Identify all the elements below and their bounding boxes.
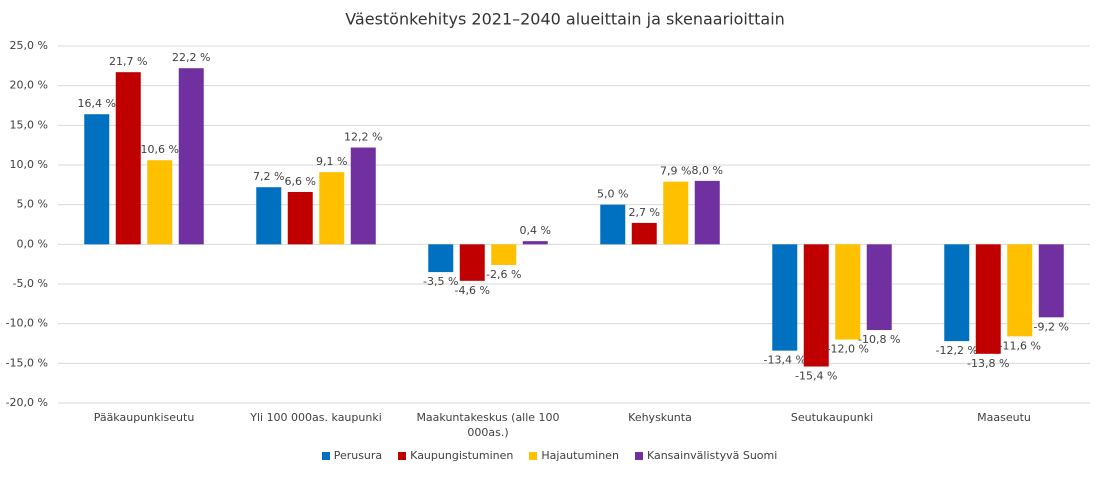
bar — [694, 180, 720, 245]
data-label: 7,2 % — [253, 170, 284, 183]
data-label: 16,4 % — [78, 97, 116, 110]
legend-swatch — [634, 451, 643, 460]
x-tick-label: Seutukaupunki — [790, 411, 874, 424]
y-tick-label: 0,0 % — [17, 237, 48, 250]
legend-item: Kaupungistuminen — [398, 449, 513, 462]
data-label: -12,0 % — [827, 343, 869, 356]
x-tick-label: Yli 100 000as. kaupunki — [250, 411, 382, 424]
data-label: 0,4 % — [520, 224, 551, 237]
data-label: -9,2 % — [1034, 320, 1069, 333]
bar — [319, 172, 345, 245]
y-tick-label: 5,0 % — [17, 198, 48, 211]
y-tick-label: -15,0 % — [6, 356, 48, 369]
data-label: -15,4 % — [795, 370, 837, 383]
bar — [944, 244, 970, 342]
data-label: -2,6 % — [486, 268, 521, 281]
data-label: 6,6 % — [285, 175, 316, 188]
bar — [287, 191, 313, 245]
y-tick-label: 10,0 % — [10, 158, 48, 171]
legend-swatch — [321, 451, 330, 460]
bar — [84, 114, 110, 245]
bar — [115, 72, 141, 245]
data-label: -10,8 % — [858, 333, 900, 346]
chart-title: Väestönkehitys 2021–2040 alueittain ja s… — [345, 10, 785, 29]
data-label: 2,7 % — [629, 206, 660, 219]
y-tick-label: 25,0 % — [10, 39, 48, 52]
bar — [803, 244, 829, 367]
x-tick-label: Maakuntakeskus (alle 100 000as.) — [416, 411, 560, 439]
bar — [866, 244, 892, 331]
bar — [459, 244, 485, 281]
legend-item: Hajautuminen — [529, 449, 619, 462]
legend-label: Kaupungistuminen — [410, 449, 514, 462]
bar — [256, 187, 282, 245]
y-tick-label: -5,0 % — [13, 277, 48, 290]
bar — [428, 244, 454, 273]
data-label: 7,9 % — [660, 165, 691, 178]
bar — [835, 244, 861, 340]
bar — [147, 160, 173, 245]
data-label: -12,2 % — [936, 344, 978, 357]
data-label: -4,6 % — [455, 284, 490, 297]
bar — [631, 222, 657, 245]
bar — [600, 204, 626, 245]
y-tick-label: 20,0 % — [10, 79, 48, 92]
legend: Perusura Kaupungistuminen Hajautuminen Kans… — [0, 449, 1099, 462]
legend-item: Perusura — [321, 449, 383, 462]
x-tick-label: Pääkaupunkiseutu — [93, 411, 195, 424]
data-label: -11,6 % — [999, 339, 1041, 352]
legend-item: Kansainvälistyvä Suomi — [634, 449, 778, 462]
legend-label: Perusura — [333, 449, 383, 462]
legend-label: Kansainvälistyvä Suomi — [646, 449, 778, 462]
y-tick-label: -10,0 % — [6, 317, 48, 330]
legend-label: Hajautuminen — [541, 449, 619, 462]
data-label: 8,0 % — [692, 164, 723, 177]
data-label: 10,6 % — [141, 143, 179, 156]
y-tick-label: 15,0 % — [10, 118, 48, 131]
data-label: 22,2 % — [172, 51, 210, 64]
data-label: 12,2 % — [344, 131, 382, 144]
data-label: 5,0 % — [597, 188, 628, 201]
data-label: -3,5 % — [423, 275, 458, 288]
bar — [975, 244, 1001, 354]
legend-swatch — [529, 451, 538, 460]
legend-swatch — [398, 451, 407, 460]
bar — [178, 68, 204, 245]
data-label: -13,8 % — [967, 357, 1009, 370]
data-label: 9,1 % — [316, 155, 347, 168]
bar — [772, 244, 798, 351]
data-label: -13,4 % — [764, 354, 806, 367]
x-tick-label: Maaseutu — [977, 411, 1031, 424]
bar — [350, 147, 376, 245]
bar — [663, 181, 689, 245]
bar — [491, 244, 517, 265]
y-tick-label: -20,0 % — [6, 396, 48, 409]
bar — [522, 241, 548, 245]
bar — [1007, 244, 1033, 337]
x-tick-label: Kehyskunta — [628, 411, 692, 424]
data-label: 21,7 % — [109, 55, 147, 68]
bar — [1038, 244, 1064, 318]
